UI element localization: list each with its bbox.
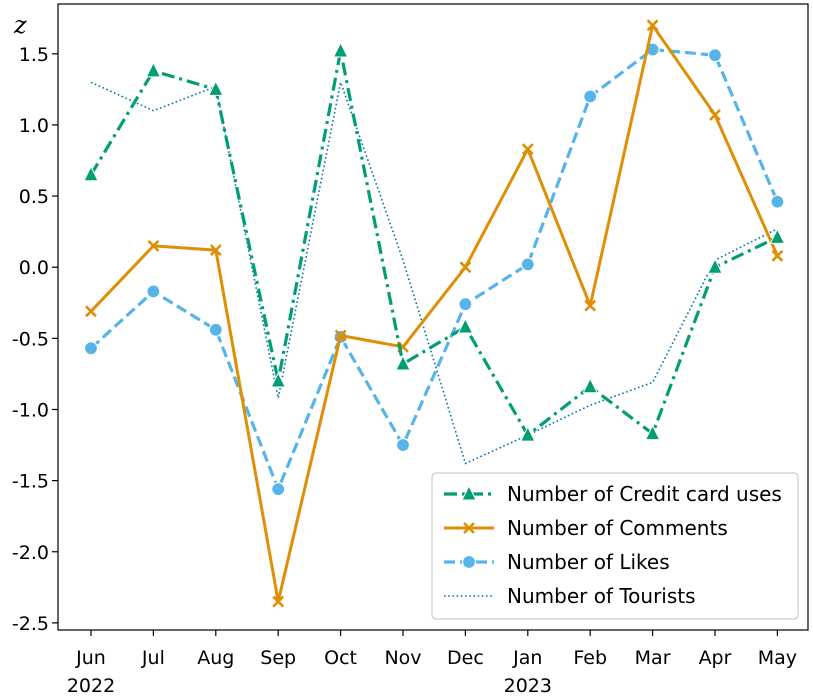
x-year-label: 2023 [504,675,552,697]
y-axis: 1.5 1.0 0.5 0.0 -0.5 -1.0 -1.5 -2.0 -2.5 [12,44,58,635]
x-year-label: 2022 [67,675,115,697]
series-0 [83,41,786,442]
data-point [272,595,285,608]
y-axis-label: z [13,11,27,39]
series-line [90,81,778,465]
data-point [769,228,786,244]
x-tick-label: Aug [197,647,234,669]
series-line [89,47,779,491]
x-tick-label: Jan [512,647,542,669]
y-tick-label: 1.5 [19,44,49,66]
data-point [770,194,785,209]
y-tick-label: -1.5 [12,471,49,493]
data-point [521,143,534,156]
legend-label: Number of Likes [507,550,670,574]
data-point [519,425,536,442]
series-2 [83,42,785,497]
data-point [707,48,723,63]
data-point [707,258,723,274]
legend-label: Number of Tourists [507,584,696,608]
x-tick-label: Dec [447,647,484,669]
y-tick-label: 0.0 [19,257,49,279]
legend: Number of Credit card uses Number of Comm… [431,472,799,620]
legend-item: Number of Likes [444,550,670,574]
data-point [395,437,411,453]
series-group [83,19,786,608]
data-point [457,317,474,334]
legend-swatch-marker [461,554,477,570]
legend-swatch-marker [461,484,477,501]
x-tick-label: Nov [384,647,421,669]
data-point [646,19,659,32]
legend-item: Number of Tourists [444,584,696,608]
series-3 [90,81,778,465]
legend-swatch-marker [463,522,475,534]
data-point [145,61,162,78]
data-point [520,257,535,272]
y-tick-label: -2.0 [12,542,49,564]
data-point [458,297,473,312]
data-point [709,109,721,121]
legend-item: Number of Credit card uses [444,482,782,506]
legend-label: Number of Comments [507,516,728,540]
legend-box [431,472,799,620]
data-point [270,371,287,388]
y-tick-label: 0.5 [19,186,49,208]
y-tick-label: -1.0 [12,399,49,421]
data-point [83,341,99,356]
data-point [85,305,97,318]
plot-frame [57,3,809,631]
data-point [207,80,224,96]
y-tick-label: -0.5 [12,328,49,350]
data-point [332,41,349,58]
data-point [208,322,223,337]
data-point [271,482,286,497]
x-tick-label: Jun [75,647,106,669]
data-point [147,239,160,252]
data-point [209,244,222,257]
x-tick-label: Mar [635,647,671,669]
data-point [584,299,597,312]
x-tick-label: Feb [573,647,607,669]
data-point [395,354,411,371]
data-point [582,377,599,394]
x-tick-label: Sep [260,647,296,669]
y-tick-label: -2.5 [12,613,49,635]
data-point [644,424,661,441]
series-line [89,49,779,437]
series-line [89,23,779,603]
x-tick-label: May [758,647,797,669]
legend-label: Number of Credit card uses [507,482,782,506]
data-point [83,165,99,182]
series-1 [85,19,784,608]
x-tick-label: Jul [141,647,165,669]
legend-item: Number of Comments [444,516,728,540]
data-point [334,329,347,342]
x-tick-label: Oct [324,647,357,669]
x-axis: Jun Jul Aug Sep Oct Nov Dec Jan Feb Mar Apr May 2022… [67,630,797,697]
data-point [771,249,784,262]
data-point [459,261,472,274]
data-point [146,284,161,299]
data-point [583,89,598,104]
y-tick-label: 1.0 [19,115,49,137]
x-tick-label: Apr [699,647,732,669]
